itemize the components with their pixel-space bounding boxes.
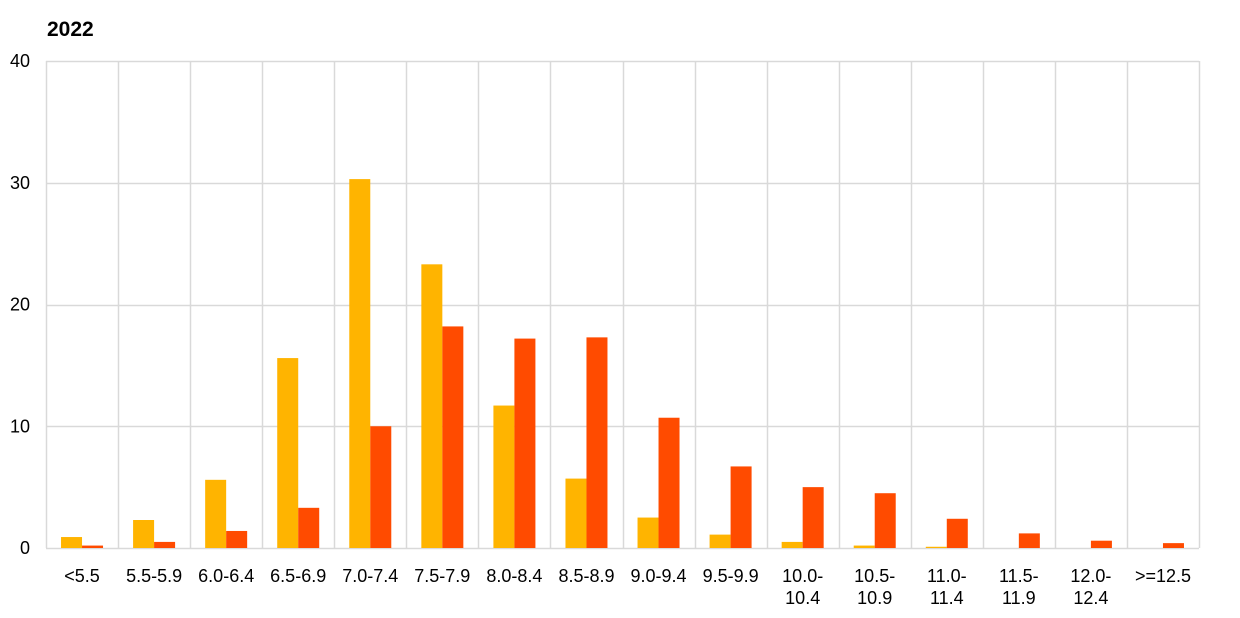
- bar: [637, 517, 659, 548]
- bar: [226, 530, 248, 548]
- x-tick-label: 8.5-8.9: [558, 566, 614, 586]
- bar: [1018, 533, 1040, 548]
- bar: [802, 487, 824, 549]
- bar: [277, 358, 299, 548]
- x-tick-label: 10.5-10.9: [854, 566, 895, 608]
- bar: [442, 326, 464, 548]
- bar: [730, 466, 752, 548]
- bar: [421, 264, 443, 548]
- gridlines: [45, 60, 1201, 550]
- x-tick-label: 12.0-12.4: [1070, 566, 1111, 608]
- x-tick-label: <5.5: [64, 566, 100, 586]
- x-axis-tick-labels: <5.5 5.5-5.9 6.0-6.4 6.5-6.9 7.0-7.4 7.5-7.9 8…: [64, 566, 1191, 608]
- bars: [61, 179, 1184, 549]
- x-tick-label: 7.0-7.4: [342, 566, 398, 586]
- bar: [709, 534, 731, 548]
- x-tick-label: 5.5-5.9: [126, 566, 182, 586]
- x-tick-label: 6.0-6.4: [198, 566, 254, 586]
- bar: [586, 337, 608, 548]
- x-tick-label: 8.0-8.4: [486, 566, 542, 586]
- bar: [133, 520, 155, 548]
- bar: [1090, 540, 1112, 548]
- y-axis-tick-labels: 0 10 20 30 40: [10, 51, 30, 558]
- chart-title: 2022: [47, 18, 94, 41]
- bar: [565, 478, 587, 548]
- bar: [82, 545, 104, 548]
- bar: [781, 541, 803, 548]
- bar: [946, 518, 968, 548]
- bar: [514, 338, 536, 548]
- x-tick-label: 11.0-11.4: [927, 566, 967, 608]
- bar: [493, 405, 515, 548]
- y-tick-label: 20: [10, 295, 30, 315]
- bar: [1162, 543, 1184, 548]
- bar: [205, 479, 227, 548]
- bar: [298, 507, 320, 548]
- bar: [154, 541, 176, 548]
- x-tick-label: >=12.5: [1135, 566, 1191, 586]
- bar: [658, 417, 680, 548]
- bar: [61, 537, 83, 548]
- x-tick-label: 6.5-6.9: [270, 566, 326, 586]
- x-tick-label: 7.5-7.9: [414, 566, 470, 586]
- y-tick-label: 30: [10, 173, 30, 193]
- x-tick-label: 9.5-9.9: [703, 566, 759, 586]
- x-tick-label: 11.5-11.9: [999, 566, 1039, 608]
- x-tick-label: 9.0-9.4: [630, 566, 686, 586]
- bar: [370, 426, 392, 548]
- y-tick-label: 40: [10, 51, 30, 71]
- bar: [853, 545, 875, 548]
- bar: [925, 546, 947, 548]
- bar: [874, 493, 896, 548]
- y-tick-label: 10: [10, 416, 30, 436]
- x-tick-label: 10.0-10.4: [782, 566, 823, 608]
- y-tick-label: 0: [20, 538, 30, 558]
- bar: [349, 179, 371, 548]
